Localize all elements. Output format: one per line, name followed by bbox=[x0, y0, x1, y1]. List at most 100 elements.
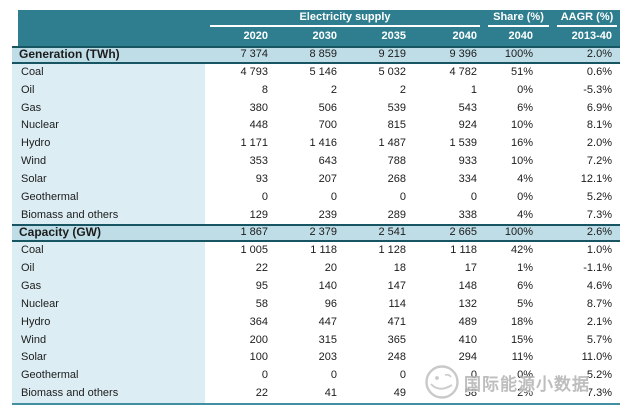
table-row: Solar 100 203 248 294 11% 11.0% bbox=[12, 349, 620, 368]
cell-value: 7.3% bbox=[586, 208, 612, 221]
col-header-share-2040: 2040 bbox=[508, 30, 533, 42]
cell-value: 315 bbox=[318, 333, 337, 346]
row-label: Geothermal bbox=[12, 367, 205, 386]
cell-value: 8.7% bbox=[586, 297, 612, 310]
table-row: Geothermal 0 0 0 0 0% 5.2% bbox=[12, 367, 620, 386]
cell-value: 1 539 bbox=[449, 137, 477, 150]
cell-value: 58 bbox=[255, 297, 268, 310]
cell-value: 140 bbox=[318, 279, 337, 292]
cell-value: 22 bbox=[255, 262, 268, 275]
section-total-value: 2 665 bbox=[449, 226, 477, 239]
cell-value: 148 bbox=[458, 279, 477, 292]
cell-value: 200 bbox=[249, 333, 268, 346]
section-title: Generation (TWh) bbox=[19, 48, 120, 61]
cell-value: 6% bbox=[517, 101, 533, 114]
cell-value: 0 bbox=[399, 190, 406, 203]
row-label: Solar bbox=[12, 170, 205, 189]
cell-value: 380 bbox=[249, 101, 268, 114]
cell-value: 5.2% bbox=[586, 369, 612, 382]
cell-value: 268 bbox=[387, 172, 406, 185]
header-year-row: 2020 2030 2035 2040 2040 2013-40 bbox=[18, 27, 620, 46]
cell-value: 353 bbox=[249, 155, 268, 168]
table-row: Geothermal 0 0 0 0 0% 5.2% bbox=[12, 188, 620, 207]
cell-value: 10% bbox=[510, 155, 533, 168]
header-spacer bbox=[18, 27, 205, 46]
cell-value: 49 bbox=[393, 387, 406, 400]
header-group-row: Electricity supply Share (%) AAGR (%) bbox=[18, 10, 620, 27]
cell-value: 1 487 bbox=[378, 137, 406, 150]
section-total-value: 8 859 bbox=[309, 48, 337, 60]
row-label: Biomass and others bbox=[12, 385, 205, 403]
cell-value: 410 bbox=[458, 333, 477, 346]
cell-value: 543 bbox=[458, 101, 477, 114]
cell-value: 1.0% bbox=[586, 244, 612, 257]
cell-value: 239 bbox=[318, 208, 337, 221]
cell-value: 933 bbox=[458, 155, 477, 168]
row-label: Coal bbox=[12, 242, 205, 261]
cell-value: 12.1% bbox=[580, 172, 612, 185]
cell-value: 0 bbox=[470, 369, 477, 382]
table-row: Oil 22 20 18 17 1% -1.1% bbox=[12, 260, 620, 278]
section-title: Capacity (GW) bbox=[19, 226, 102, 240]
cell-value: -5.3% bbox=[583, 83, 612, 96]
cell-value: 815 bbox=[387, 119, 406, 132]
cell-value: 0 bbox=[399, 369, 406, 382]
cell-value: 8.1% bbox=[586, 119, 612, 132]
cell-value: 1 128 bbox=[378, 244, 406, 257]
cell-value: 289 bbox=[387, 208, 406, 221]
table-row: Wind 353 643 788 933 10% 7.2% bbox=[12, 153, 620, 171]
cell-value: 0% bbox=[517, 369, 533, 382]
section-total-value: 100% bbox=[504, 48, 533, 60]
table-row: Biomass and others 22 41 49 58 2% 7.3% bbox=[12, 385, 620, 403]
cell-value: 0% bbox=[517, 83, 533, 96]
header-group-electricity-supply: Electricity supply bbox=[210, 10, 480, 27]
cell-value: 96 bbox=[324, 297, 337, 310]
cell-value: 0.6% bbox=[586, 65, 612, 78]
row-label: Gas bbox=[12, 99, 205, 118]
row-label: Wind bbox=[12, 331, 205, 350]
cell-value: 7.2% bbox=[586, 155, 612, 168]
cell-value: 643 bbox=[318, 155, 337, 168]
cell-value: 207 bbox=[318, 172, 337, 185]
cell-value: 489 bbox=[458, 315, 477, 328]
cell-value: 15% bbox=[510, 333, 533, 346]
cell-value: 100 bbox=[249, 351, 268, 364]
cell-value: 11% bbox=[511, 351, 533, 364]
cell-value: 11.0% bbox=[581, 351, 612, 364]
cell-value: 0 bbox=[330, 369, 337, 382]
cell-value: 8 bbox=[261, 83, 268, 96]
col-header-2020: 2020 bbox=[243, 30, 268, 42]
table-header: Electricity supply Share (%) AAGR (%) 20… bbox=[18, 10, 620, 46]
cell-value: 1 118 bbox=[310, 244, 337, 257]
cell-value: 448 bbox=[249, 119, 268, 132]
cell-value: 788 bbox=[387, 155, 406, 168]
cell-value: 20 bbox=[324, 262, 337, 275]
cell-value: 5 146 bbox=[309, 65, 337, 78]
table-body: Generation (TWh) 7 374 8 859 9 219 9 396 100%… bbox=[12, 46, 620, 405]
col-header-2035: 2035 bbox=[381, 30, 406, 42]
row-label: Hydro bbox=[12, 313, 205, 332]
cell-value: 365 bbox=[387, 333, 406, 346]
cell-value: 2.0% bbox=[586, 137, 612, 150]
cell-value: 7.3% bbox=[586, 387, 612, 400]
cell-value: 294 bbox=[458, 351, 477, 364]
cell-value: 0 bbox=[261, 369, 268, 382]
cell-value: 5.2% bbox=[586, 190, 612, 203]
table-row: Biomass and others 129 239 289 338 4% 7.3% bbox=[12, 206, 620, 225]
cell-value: -1.1% bbox=[583, 262, 612, 275]
cell-value: 1 005 bbox=[240, 244, 268, 257]
cell-value: 0 bbox=[261, 190, 268, 203]
cell-value: 1 416 bbox=[309, 137, 337, 150]
cell-value: 334 bbox=[458, 172, 477, 185]
cell-value: 0 bbox=[330, 190, 337, 203]
section-total-value: 2.6% bbox=[586, 226, 612, 239]
row-label: Oil bbox=[12, 81, 205, 100]
row-label: Oil bbox=[12, 260, 205, 278]
cell-value: 6% bbox=[517, 279, 533, 292]
cell-value: 0% bbox=[517, 190, 533, 203]
table-row: Wind 200 315 365 410 15% 5.7% bbox=[12, 331, 620, 350]
table-row: Hydro 1 171 1 416 1 487 1 539 16% 2.0% bbox=[12, 135, 620, 154]
row-label: Wind bbox=[12, 153, 205, 171]
section-total-value: 2 541 bbox=[378, 226, 406, 239]
